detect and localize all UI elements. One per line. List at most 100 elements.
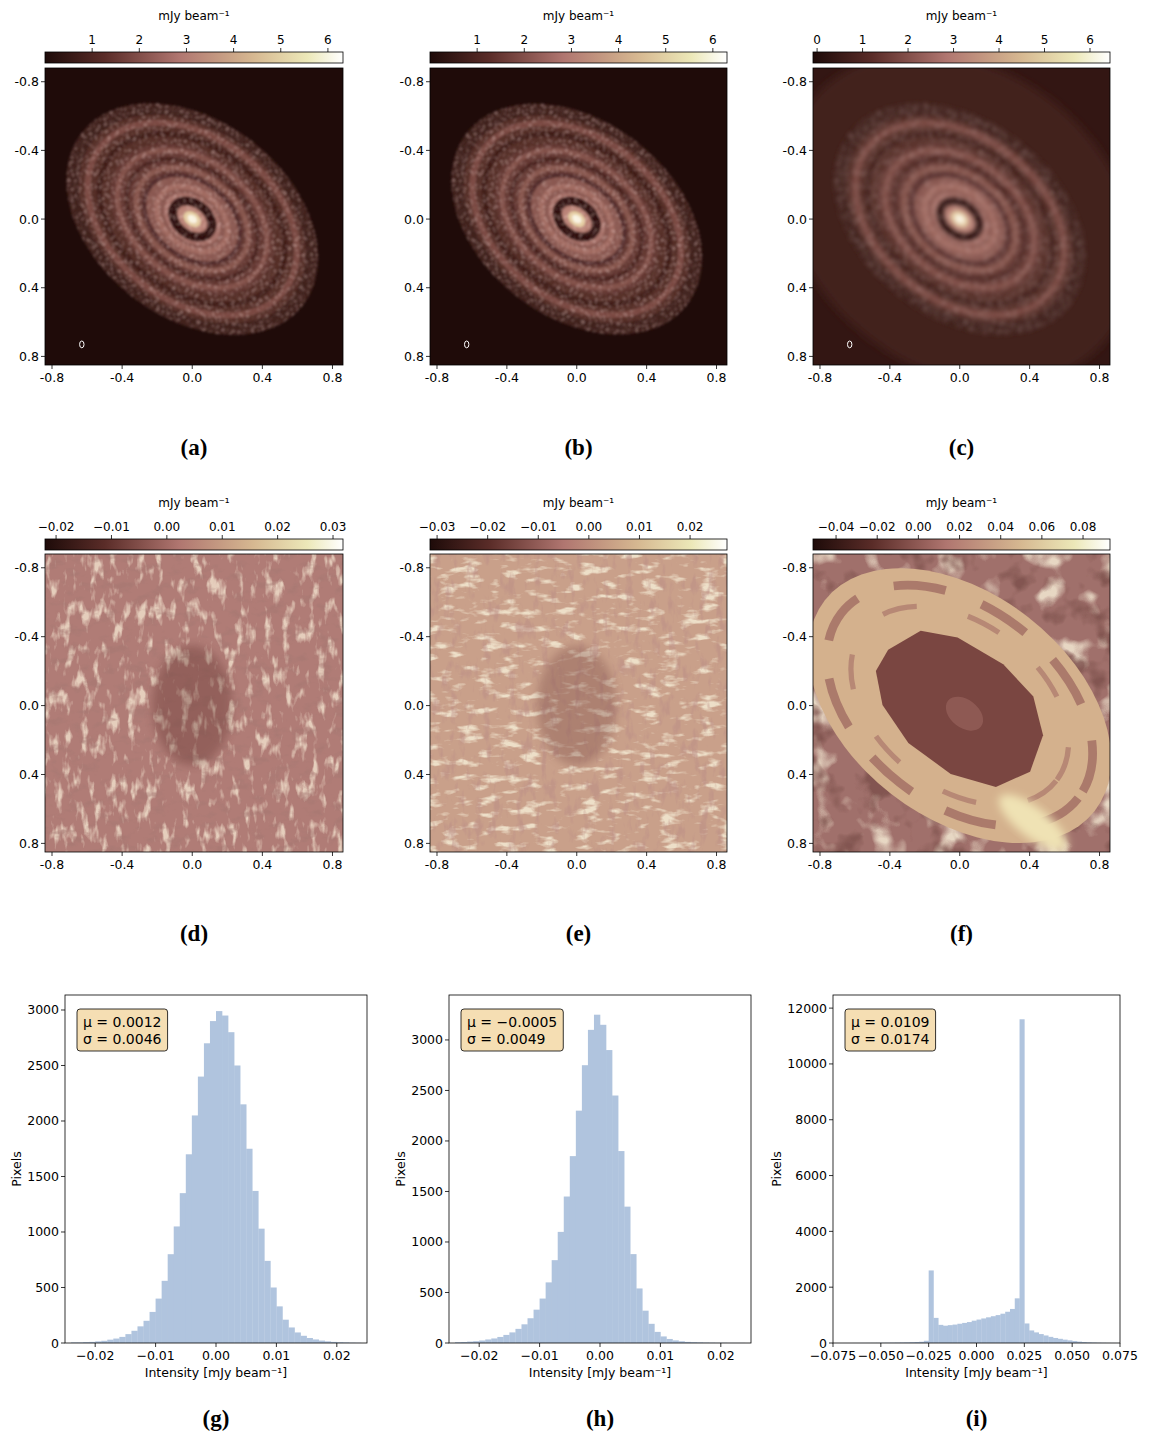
colorbar-tick-label: 0.00 xyxy=(905,520,932,534)
y-tick xyxy=(426,705,430,706)
y-tick-label: 0.8 xyxy=(787,349,807,364)
colorbar-tick-label: 4 xyxy=(615,33,623,47)
hist-bar xyxy=(1024,1323,1029,1343)
x-tick xyxy=(336,1343,337,1347)
disk-band xyxy=(813,68,1110,365)
y-tick-label: -0.4 xyxy=(15,629,39,644)
x-tick-label: 0.8 xyxy=(707,370,727,385)
x-tick-label: 0.075 xyxy=(1102,1348,1138,1363)
image-background xyxy=(430,554,727,852)
hist-bar xyxy=(234,1065,240,1343)
y-tick-label: 2000 xyxy=(27,1113,59,1128)
hist-bar xyxy=(546,1282,552,1343)
colorbar-tick xyxy=(953,48,954,52)
hist-bar xyxy=(1000,1314,1005,1343)
x-tick xyxy=(1072,1343,1073,1347)
x-tick xyxy=(436,852,437,856)
y-tick-label: 0.8 xyxy=(787,836,807,851)
hist-bar xyxy=(570,1156,576,1343)
colorbar-tick-label: 2 xyxy=(135,33,143,47)
hist-bar xyxy=(594,1015,600,1343)
y-tick xyxy=(426,287,430,288)
panel-letter: (g) xyxy=(203,1406,230,1431)
x-tick-label: 0.4 xyxy=(637,857,657,872)
colorbar-tick-label: 4 xyxy=(230,33,238,47)
colorbar-tick-label: 0.06 xyxy=(1029,520,1056,534)
x-tick-label: 0.0 xyxy=(567,857,587,872)
x-tick xyxy=(1029,365,1030,369)
x-tick xyxy=(833,1343,834,1347)
y-tick xyxy=(445,1191,449,1192)
colorbar-tick-label: 1 xyxy=(473,33,481,47)
colorbar-tick xyxy=(538,535,539,539)
y-tick xyxy=(61,1120,65,1121)
x-tick xyxy=(880,1343,881,1347)
x-tick-label: 0.4 xyxy=(252,857,272,872)
stats-text: σ = 0.0174 xyxy=(851,1031,930,1047)
x-tick-label: −0.02 xyxy=(460,1348,498,1363)
y-tick-label: 0.4 xyxy=(787,767,807,782)
y-tick xyxy=(829,1175,833,1176)
hist-bar xyxy=(270,1287,276,1343)
colorbar-label: mJy beam⁻¹ xyxy=(158,9,230,23)
colorbar-tick-label: −0.03 xyxy=(419,520,456,534)
frame xyxy=(449,995,751,1343)
disk-grain xyxy=(45,68,343,365)
y-tick-label: 0 xyxy=(819,1336,827,1351)
colorbar-tick xyxy=(333,535,334,539)
hist-bar xyxy=(240,1104,246,1343)
y-tick-label: -0.4 xyxy=(15,143,39,158)
y-tick xyxy=(41,287,45,288)
colorbar-label: mJy beam⁻¹ xyxy=(543,496,615,510)
image xyxy=(430,554,727,852)
colorbar-label: mJy beam⁻¹ xyxy=(158,496,230,510)
colorbar-tick-label: 0.00 xyxy=(576,520,603,534)
x-tick-label: 0.050 xyxy=(1054,1348,1090,1363)
x-tick-label: -0.4 xyxy=(878,857,902,872)
hist-bar xyxy=(1029,1330,1034,1343)
y-tick-label: 1500 xyxy=(411,1184,443,1199)
y-tick-label: -0.8 xyxy=(400,560,424,575)
center-residual xyxy=(152,646,232,766)
hist-bar xyxy=(981,1318,986,1343)
x-tick-label: −0.02 xyxy=(76,1348,114,1363)
y-tick xyxy=(61,1231,65,1232)
y-tick xyxy=(809,219,813,220)
disk-grain xyxy=(813,68,1110,365)
colorbar-tick xyxy=(959,535,960,539)
x-tick-label: -0.4 xyxy=(110,857,134,872)
x-tick xyxy=(716,852,717,856)
colorbar-tick xyxy=(836,535,837,539)
hist-bar xyxy=(1015,1298,1020,1343)
y-tick-label: -0.4 xyxy=(783,629,807,644)
colorbar-tick-label: 0.08 xyxy=(1070,520,1097,534)
colorbar xyxy=(813,52,1110,63)
hist-bar xyxy=(485,1339,491,1343)
colorbar-tick-label: 0.00 xyxy=(153,520,180,534)
y-tick xyxy=(809,636,813,637)
colorbar-tick-label: 0.02 xyxy=(946,520,973,534)
y-tick-label: 0 xyxy=(435,1336,443,1351)
y-tick xyxy=(61,1176,65,1177)
ring-streak xyxy=(813,566,1107,846)
image xyxy=(813,68,1110,365)
stats-text: μ = 0.0012 xyxy=(83,1014,162,1030)
hist-bar xyxy=(192,1115,198,1343)
hist-bar xyxy=(1063,1340,1068,1343)
colorbar-tick xyxy=(437,535,438,539)
hist-bar xyxy=(515,1329,521,1343)
y-tick-label: 1500 xyxy=(27,1169,59,1184)
x-tick-label: 0.025 xyxy=(1006,1348,1042,1363)
y-tick xyxy=(809,81,813,82)
x-axis-title: Intensity [mJy beam⁻¹] xyxy=(905,1365,1047,1380)
y-tick-label: 0.8 xyxy=(404,836,424,851)
colorbar-tick-label: 5 xyxy=(1041,33,1049,47)
y-tick xyxy=(829,1287,833,1288)
x-tick-label: 0.01 xyxy=(262,1348,290,1363)
y-tick-label: -0.4 xyxy=(400,143,424,158)
y-tick xyxy=(41,636,45,637)
x-tick-label: 0.4 xyxy=(1020,370,1040,385)
y-tick xyxy=(445,1039,449,1040)
hist-bar xyxy=(180,1193,186,1343)
colorbar-tick-label: −0.01 xyxy=(93,520,130,534)
